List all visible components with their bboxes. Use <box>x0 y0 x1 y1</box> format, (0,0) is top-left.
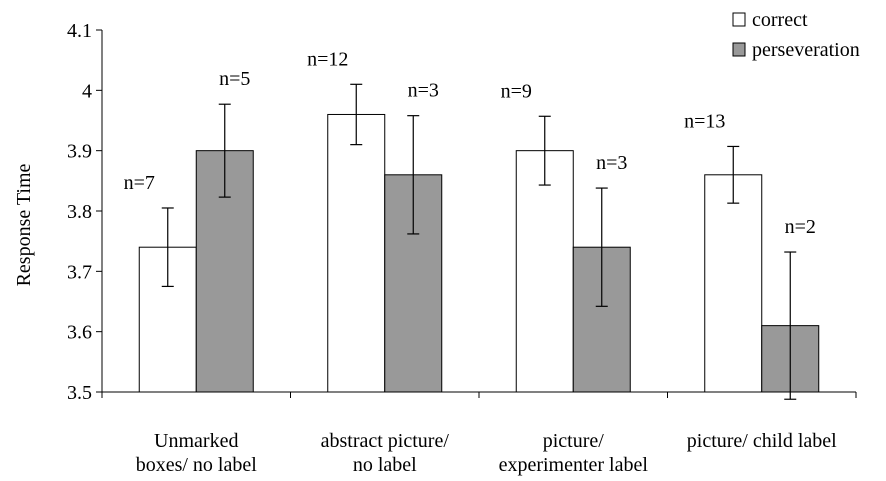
bar-correct <box>515 150 574 393</box>
legend-label-correct: correct <box>752 9 808 31</box>
n-label: n=12 <box>307 48 348 70</box>
n-label: n=5 <box>219 68 250 90</box>
n-label: n=3 <box>596 152 627 174</box>
y-tick-label: 3.5 <box>67 382 92 404</box>
y-tick-label: 4 <box>82 80 92 102</box>
sample-size-labels: n=7 n=5 n=12 n=3 n=9 n=3 n=13 n=2 <box>124 48 816 238</box>
legend: correct perseveration <box>732 9 860 61</box>
y-axis: 3.5 3.6 3.7 3.8 3.9 4 4.1 <box>67 20 103 404</box>
y-tick-label: 3.6 <box>67 322 92 344</box>
n-label: n=13 <box>684 110 725 132</box>
error-bars <box>161 83 797 400</box>
x-axis <box>101 391 857 398</box>
legend-swatch-perseveration <box>732 42 746 57</box>
y-tick-label: 3.7 <box>67 261 92 283</box>
y-tick-label: 4.1 <box>67 20 92 42</box>
category-label: abstract picture/ <box>321 430 450 452</box>
n-label: n=3 <box>408 80 439 102</box>
y-tick-label: 3.9 <box>67 141 92 163</box>
category-label: picture/ child label <box>687 430 837 452</box>
category-label: boxes/ no label <box>136 454 258 476</box>
n-label: n=7 <box>124 172 155 194</box>
legend-swatch-correct <box>732 12 746 27</box>
bar-correct <box>327 113 386 393</box>
bars <box>138 113 820 393</box>
bar-correct <box>704 174 763 393</box>
n-label: n=9 <box>501 80 532 102</box>
legend-label-perseveration: perseveration <box>752 39 860 61</box>
n-label: n=2 <box>785 216 816 238</box>
y-axis-title: Response Time <box>13 163 35 286</box>
category-label: picture/ <box>543 430 605 452</box>
category-label: no label <box>353 454 417 476</box>
category-label: experimenter label <box>499 454 649 476</box>
y-tick-label: 3.8 <box>67 201 92 223</box>
category-label: Unmarked <box>154 430 238 452</box>
